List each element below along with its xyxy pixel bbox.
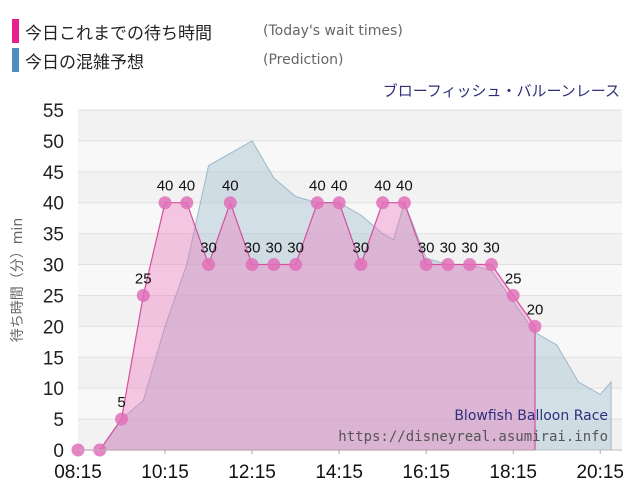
today-data-label: 25 — [135, 270, 152, 287]
today-data-label: 30 — [287, 240, 304, 257]
today-point — [419, 258, 433, 272]
today-point — [484, 258, 498, 272]
y-tick-label: 55 — [43, 101, 64, 122]
today-point — [506, 288, 520, 302]
x-tick-label: 10:15 — [141, 462, 189, 483]
today-data-label: 40 — [396, 178, 413, 195]
today-data-label: 40 — [178, 178, 195, 195]
watermark-name: Blowfish Balloon Race — [454, 408, 608, 424]
today-data-label: 40 — [222, 178, 239, 195]
y-axis-label: 待ち時間（分）min — [10, 218, 26, 342]
today-point — [245, 258, 259, 272]
today-data-label: 30 — [265, 240, 282, 257]
prediction-area — [78, 140, 612, 451]
x-tick-label: 16:15 — [402, 462, 450, 483]
y-tick-label: 50 — [43, 132, 64, 153]
today-data-label: 30 — [244, 240, 261, 257]
legend-prediction-label: 今日の混雑予想 — [25, 52, 144, 73]
today-point — [223, 196, 237, 210]
x-tick-label: 20:15 — [576, 462, 624, 483]
y-tick-label: 45 — [43, 163, 64, 184]
y-tick-label: 35 — [43, 225, 64, 246]
y-tick-label: 20 — [43, 317, 64, 338]
today-point — [267, 258, 281, 272]
y-tick-label: 10 — [43, 379, 64, 400]
today-point — [310, 196, 324, 210]
today-point — [289, 258, 303, 272]
today-data-label: 40 — [157, 178, 174, 195]
today-point — [397, 196, 411, 210]
legend-prediction: 今日の混雑予想 (Prediction) — [12, 47, 343, 73]
x-tick-label: 08:15 — [54, 462, 102, 483]
today-point — [180, 196, 194, 210]
attraction-name: ブローフィッシュ・バルーンレース — [382, 82, 620, 100]
x-tick-label: 18:15 — [489, 462, 537, 483]
today-data-label: 30 — [483, 240, 500, 257]
today-data-label: 30 — [353, 240, 370, 257]
x-tick-label: 12:15 — [228, 462, 276, 483]
y-tick-label: 30 — [43, 256, 64, 277]
today-point — [136, 288, 150, 302]
today-data-label: 30 — [418, 240, 435, 257]
today-point — [463, 258, 477, 272]
today-data-label: 30 — [440, 240, 457, 257]
y-tick-label: 40 — [43, 194, 64, 215]
y-tick-label: 5 — [53, 410, 64, 431]
legend-today: 今日これまでの待ち時間 (Today's wait times) — [12, 18, 403, 44]
x-tick-label: 14:15 — [315, 462, 363, 483]
today-point — [441, 258, 455, 272]
legend-today-swatch — [12, 19, 19, 43]
today-point — [158, 196, 172, 210]
watermark-url: https://disneyreal.asumirai.info — [338, 429, 608, 445]
today-point — [376, 196, 390, 210]
today-data-label: 25 — [505, 270, 522, 287]
grid-band — [78, 140, 622, 172]
today-data-label: 40 — [374, 178, 391, 195]
legend-today-sub: (Today's wait times) — [263, 23, 403, 39]
today-point — [202, 258, 216, 272]
y-tick-label: 0 — [53, 441, 64, 462]
today-point — [115, 412, 129, 426]
grid-band — [78, 110, 622, 141]
legend-prediction-swatch — [12, 48, 19, 72]
today-data-label: 20 — [527, 301, 544, 318]
today-data-label: 40 — [331, 178, 348, 195]
y-tick-label: 15 — [43, 348, 64, 369]
today-point — [332, 196, 346, 210]
y-tick-label: 25 — [43, 286, 64, 307]
today-data-label: 30 — [200, 240, 217, 257]
legend-today-label: 今日これまでの待ち時間 — [25, 23, 212, 44]
today-data-label: 30 — [461, 240, 478, 257]
legend-prediction-sub: (Prediction) — [263, 52, 344, 68]
today-point — [354, 258, 368, 272]
today-data-label: 5 — [117, 394, 125, 411]
today-point — [528, 319, 542, 333]
today-data-label: 40 — [309, 178, 326, 195]
